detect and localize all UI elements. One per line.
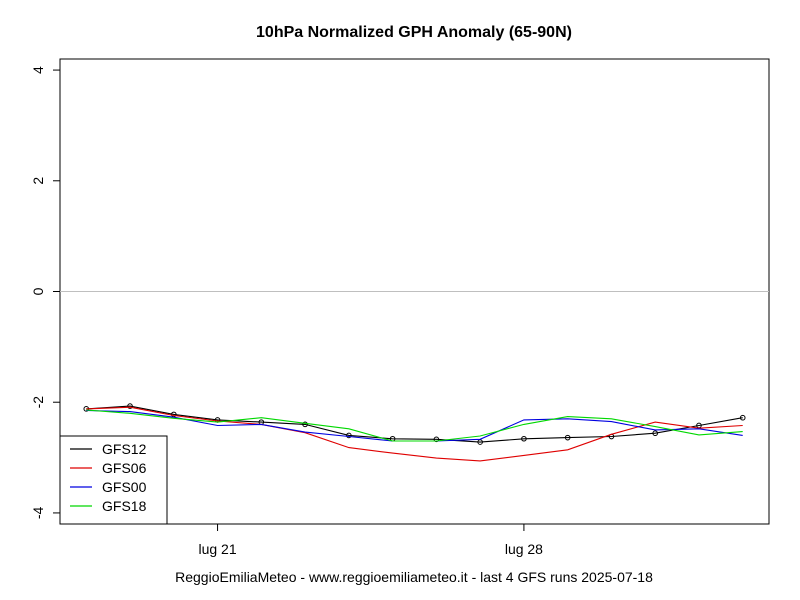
y-tick-label: 4 [30, 66, 46, 74]
chart-title: 10hPa Normalized GPH Anomaly (65-90N) [256, 24, 572, 41]
series-point-gfs12 [521, 435, 527, 442]
series-point-gfs12 [433, 436, 440, 443]
y-tick-label: 2 [30, 177, 46, 185]
series-point-gfs12 [127, 403, 133, 409]
legend-label-gfs18: GFS18 [102, 498, 147, 514]
y-tick-label: -2 [30, 396, 46, 409]
series-line-gfs18 [86, 409, 743, 442]
chart-caption: ReggioEmiliaMeteo - www.reggioemiliamete… [175, 569, 653, 585]
y-tick-label: 0 [30, 287, 46, 295]
y-tick-label: -4 [30, 506, 46, 519]
legend-label-gfs12: GFS12 [102, 441, 147, 457]
y-axis: 4 2 0 -2 -4 [30, 66, 60, 519]
series-point-gfs12 [564, 434, 571, 441]
legend: GFS12 GFS06 GFS00 GFS18 [59, 435, 168, 525]
series-line-gfs00 [86, 409, 743, 442]
series-point-gfs12 [302, 421, 308, 428]
legend-box [59, 435, 168, 525]
x-axis: lug 21 lug 28 [198, 524, 543, 557]
x-tick-label: lug 28 [505, 541, 543, 557]
legend-label-gfs06: GFS06 [102, 460, 147, 476]
series-layer [83, 403, 746, 462]
legend-label-gfs00: GFS00 [102, 479, 147, 495]
x-tick-label: lug 21 [198, 541, 236, 557]
series-line-gfs12 [86, 405, 743, 443]
series-point-gfs12 [346, 432, 352, 439]
series-point-gfs12 [739, 414, 746, 421]
series-point-gfs12 [652, 430, 659, 437]
series-line-gfs06 [86, 406, 743, 462]
